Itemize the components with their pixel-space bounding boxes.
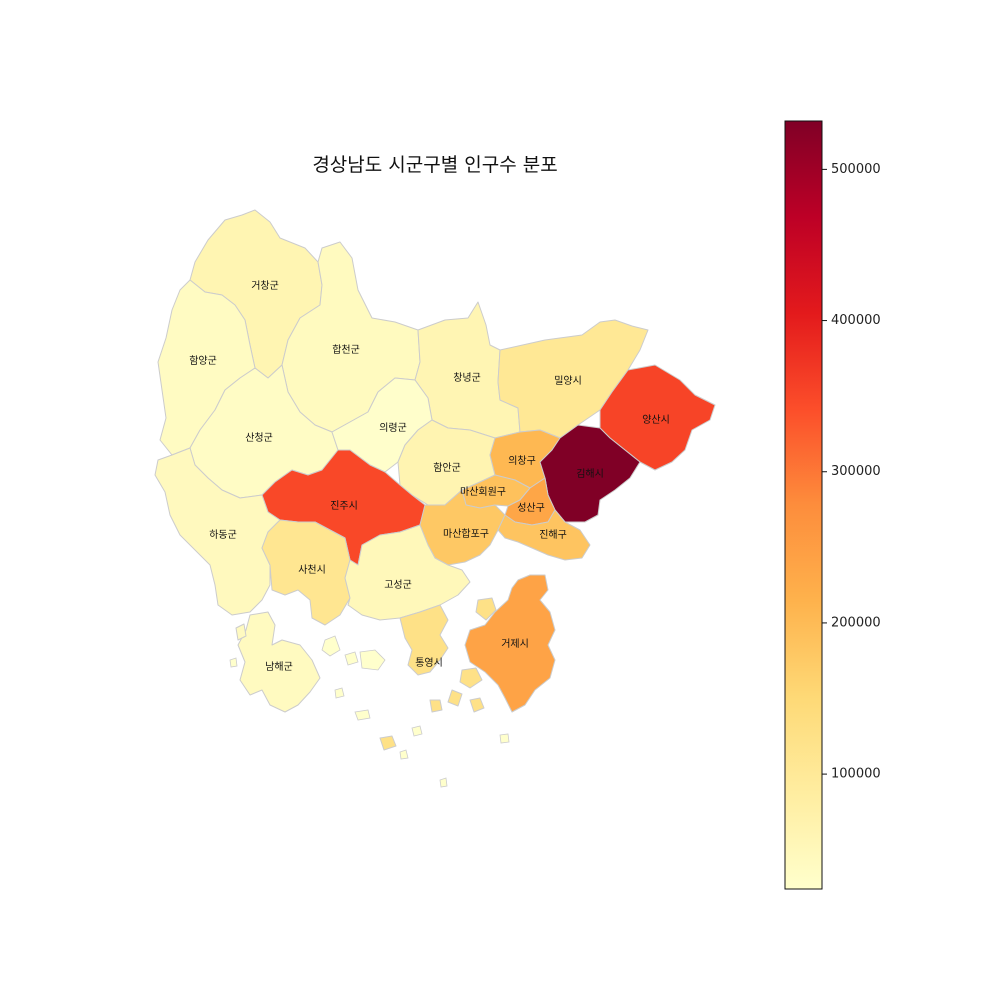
region-label: 거제시 bbox=[501, 638, 529, 650]
region-geoje[interactable] bbox=[464, 574, 556, 713]
region-label: 의령군 bbox=[379, 422, 407, 434]
region-label: 양산시 bbox=[642, 414, 670, 426]
colorbar-ticks: 100000 200000 300000 400000 500000 bbox=[822, 162, 881, 782]
region-label: 창녕군 bbox=[453, 372, 481, 384]
region-label: 통영시 bbox=[415, 657, 443, 669]
region-label: 함양군 bbox=[189, 355, 217, 367]
map-title: 경상남도 시군구별 인구수 분포 bbox=[312, 154, 558, 176]
region-label: 하동군 bbox=[209, 528, 237, 541]
colorbar-tick-label: 300000 bbox=[831, 464, 881, 479]
colorbar-tick-label: 100000 bbox=[831, 767, 881, 782]
region-jinhae[interactable] bbox=[497, 509, 591, 561]
colorbar-tick-label: 500000 bbox=[831, 162, 881, 177]
region-label: 산청군 bbox=[245, 432, 273, 444]
region-label: 마산합포구 bbox=[443, 528, 489, 540]
region-label: 함안군 bbox=[433, 462, 461, 474]
region-label: 사천시 bbox=[298, 564, 326, 576]
labels-layer: 거창군 함양군 합천군 창녕군 밀양시 양산시 산청군 의령군 함안군 의창구 … bbox=[189, 280, 670, 673]
region-label: 밀양시 bbox=[554, 375, 582, 387]
region-label: 거창군 bbox=[251, 280, 279, 292]
region-hadong[interactable] bbox=[154, 447, 281, 616]
region-label: 진주시 bbox=[330, 500, 358, 512]
colorbar-tick-label: 200000 bbox=[831, 615, 881, 630]
region-label: 성산구 bbox=[517, 502, 545, 514]
region-label: 남해군 bbox=[265, 660, 293, 673]
region-label: 의창구 bbox=[508, 455, 536, 467]
region-label: 고성군 bbox=[384, 579, 412, 591]
regions-layer bbox=[154, 209, 716, 751]
region-gimhae[interactable] bbox=[539, 424, 641, 523]
region-yangsan[interactable] bbox=[599, 364, 716, 471]
colorbar-gradient bbox=[784, 120, 823, 890]
region-label: 마산회원구 bbox=[460, 486, 506, 498]
region-label: 진해구 bbox=[539, 528, 567, 541]
region-sacheon[interactable] bbox=[261, 519, 351, 626]
islets bbox=[229, 635, 510, 788]
colorbar-tick-label: 400000 bbox=[831, 313, 881, 328]
region-label: 합천군 bbox=[332, 344, 360, 356]
region-label: 김해시 bbox=[576, 467, 604, 480]
region-tongyeong[interactable] bbox=[379, 597, 497, 751]
colorbar: 100000 200000 300000 400000 500000 bbox=[784, 120, 881, 890]
region-namhae[interactable] bbox=[235, 611, 321, 713]
